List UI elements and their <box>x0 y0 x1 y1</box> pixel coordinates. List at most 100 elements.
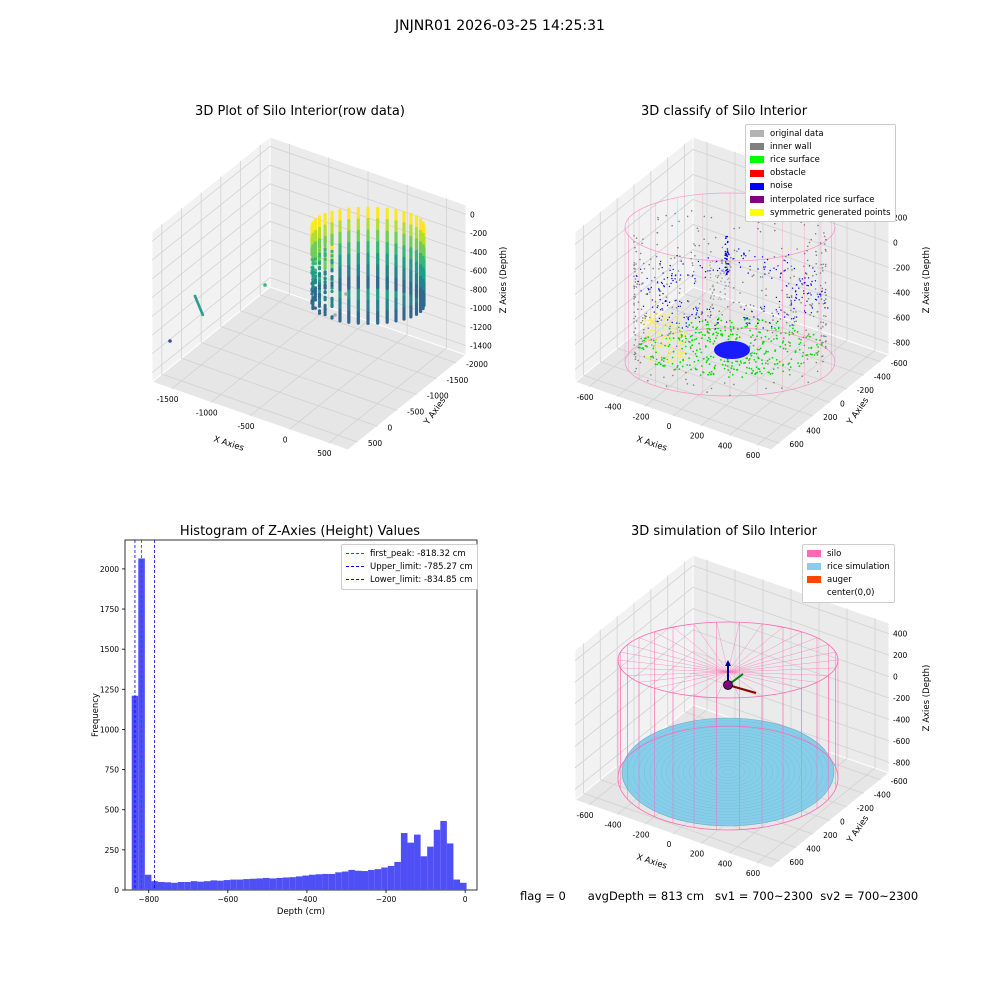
classify-symmetric-point <box>644 318 647 321</box>
classify-symmetric-point <box>652 320 654 322</box>
sim-z-tick-label: -800 <box>893 758 910 767</box>
cls-x-tick-label: 200 <box>690 432 705 441</box>
classify-noise-point <box>706 308 708 310</box>
classify-rice-surface-point <box>796 331 799 333</box>
classify-noise-point <box>763 268 765 270</box>
classify-inner-wall-point <box>656 232 658 234</box>
classify-symmetric-point <box>678 341 680 344</box>
classify-rice-surface-point <box>724 329 727 332</box>
classify-symmetric-point <box>674 352 677 355</box>
classify-rice-surface-point <box>790 358 793 360</box>
classify-rice-surface-point <box>715 337 717 340</box>
histogram-legend-label: Upper_limit: -785.27 cm <box>370 561 473 572</box>
simulation-legend-label: center(0,0) <box>827 588 875 599</box>
raw-x-tick-label: 0 <box>283 436 288 445</box>
cls-y-tick-label: 600 <box>789 440 804 449</box>
classify-rice-surface-point <box>751 352 753 354</box>
classify-rice-surface-point <box>732 326 735 328</box>
classify-rice-surface-point <box>775 329 777 331</box>
classify-original-point <box>719 291 722 293</box>
plot-title-histogram: Histogram of Z-Axies (Height) Values <box>179 524 421 539</box>
classify-rice-surface-point <box>706 359 709 362</box>
classify-inner-wall-point <box>728 269 731 272</box>
classify-inner-wall-point <box>748 249 751 252</box>
cls-grid-z <box>574 199 890 295</box>
classify-inner-wall-point <box>773 255 776 258</box>
classify-original-point <box>710 267 712 270</box>
classify-noise-point <box>814 270 816 272</box>
classify-inner-wall-point <box>825 298 827 300</box>
classify-symmetric-point <box>650 321 652 324</box>
rice-simulation-mesh <box>666 740 790 804</box>
classify-original-point <box>710 295 712 297</box>
classify-inner-wall-point <box>640 308 643 311</box>
classify-inner-wall-point <box>805 329 807 332</box>
classify-inner-wall-point <box>790 265 793 268</box>
classify-rice-surface-point <box>658 361 660 364</box>
classify-noise-point <box>693 282 696 284</box>
classify-rice-surface-point <box>688 324 691 326</box>
simulation-legend-entry: silo <box>807 547 890 560</box>
classify-legend-entry: obstacle <box>750 167 891 180</box>
classify-inner-wall-point <box>822 360 824 363</box>
classify-rice-surface-point <box>686 364 689 366</box>
classify-symmetric-point <box>668 341 671 344</box>
cls-z-axis-label: Z Axies (Depth) <box>922 247 932 314</box>
raw-z-tick-label: -800 <box>470 285 487 294</box>
raw-point <box>313 278 317 282</box>
classify-symmetric-point <box>665 346 668 349</box>
classify-rice-surface-point <box>798 365 801 368</box>
classify-noise-point <box>725 321 728 323</box>
classify-inner-wall-point <box>823 315 825 317</box>
classify-rice-surface-point <box>789 324 791 327</box>
classify-noise-point <box>815 299 818 301</box>
sim-y-axis-label: Y Axies <box>845 813 872 845</box>
classify-rice-surface-point <box>650 355 653 358</box>
raw-z-tick-label: -400 <box>470 248 487 257</box>
classify-noise-point <box>679 274 682 276</box>
classify-inner-wall-point <box>748 359 750 362</box>
sim-z-tick-label: -600 <box>893 737 910 746</box>
classify-inner-wall-point <box>778 306 781 309</box>
classify-rice-surface-point <box>763 340 765 343</box>
raw-x-tick-label: -1000 <box>196 408 218 417</box>
classify-noise-point <box>783 259 785 261</box>
classify-noise-point <box>805 272 807 274</box>
classify-inner-wall-point <box>723 382 726 384</box>
rice-simulation-mesh <box>677 746 779 798</box>
classify-rice-surface-point <box>704 334 706 337</box>
classify-inner-wall-point <box>633 298 635 300</box>
classify-rice-surface-point <box>652 339 655 342</box>
classify-rice-surface-point <box>755 325 757 328</box>
classify-legend-label: interpolated rice surface <box>770 194 875 205</box>
classify-noise-point <box>803 292 805 295</box>
plot-title-simulation: 3D simulation of Silo Interior <box>631 524 817 539</box>
classify-rice-surface-point <box>755 366 758 369</box>
classify-noise-point <box>671 321 673 324</box>
raw-point <box>422 303 426 307</box>
classify-symmetric-point <box>669 323 672 326</box>
silo-roof-line <box>654 631 729 673</box>
classify-original-point <box>709 288 712 290</box>
classify-noise-point <box>810 284 812 286</box>
classify-inner-wall-point <box>783 311 785 313</box>
raw-point <box>313 306 317 310</box>
classify-noise-point <box>783 316 786 318</box>
raw-point <box>317 261 322 265</box>
classify-noise-point <box>657 305 659 307</box>
classify-inner-wall-point <box>817 224 819 227</box>
classify-rice-surface-point <box>820 344 823 346</box>
raw-point <box>313 287 317 291</box>
classify-inner-wall-point <box>748 345 751 348</box>
classify-inner-wall-point <box>732 301 735 304</box>
raw-point <box>323 313 327 317</box>
classify-rice-surface-point <box>732 327 735 330</box>
classify-inner-wall-point <box>644 317 646 320</box>
classify-rice-surface-point <box>699 374 702 376</box>
classify-rice-surface-point <box>721 334 724 337</box>
classify-rice-surface-point <box>782 347 785 350</box>
silo-roof-line <box>727 667 836 673</box>
classify-inner-wall-point <box>825 238 827 241</box>
classify-inner-wall-point <box>633 285 636 288</box>
histogram-bar <box>217 880 224 890</box>
